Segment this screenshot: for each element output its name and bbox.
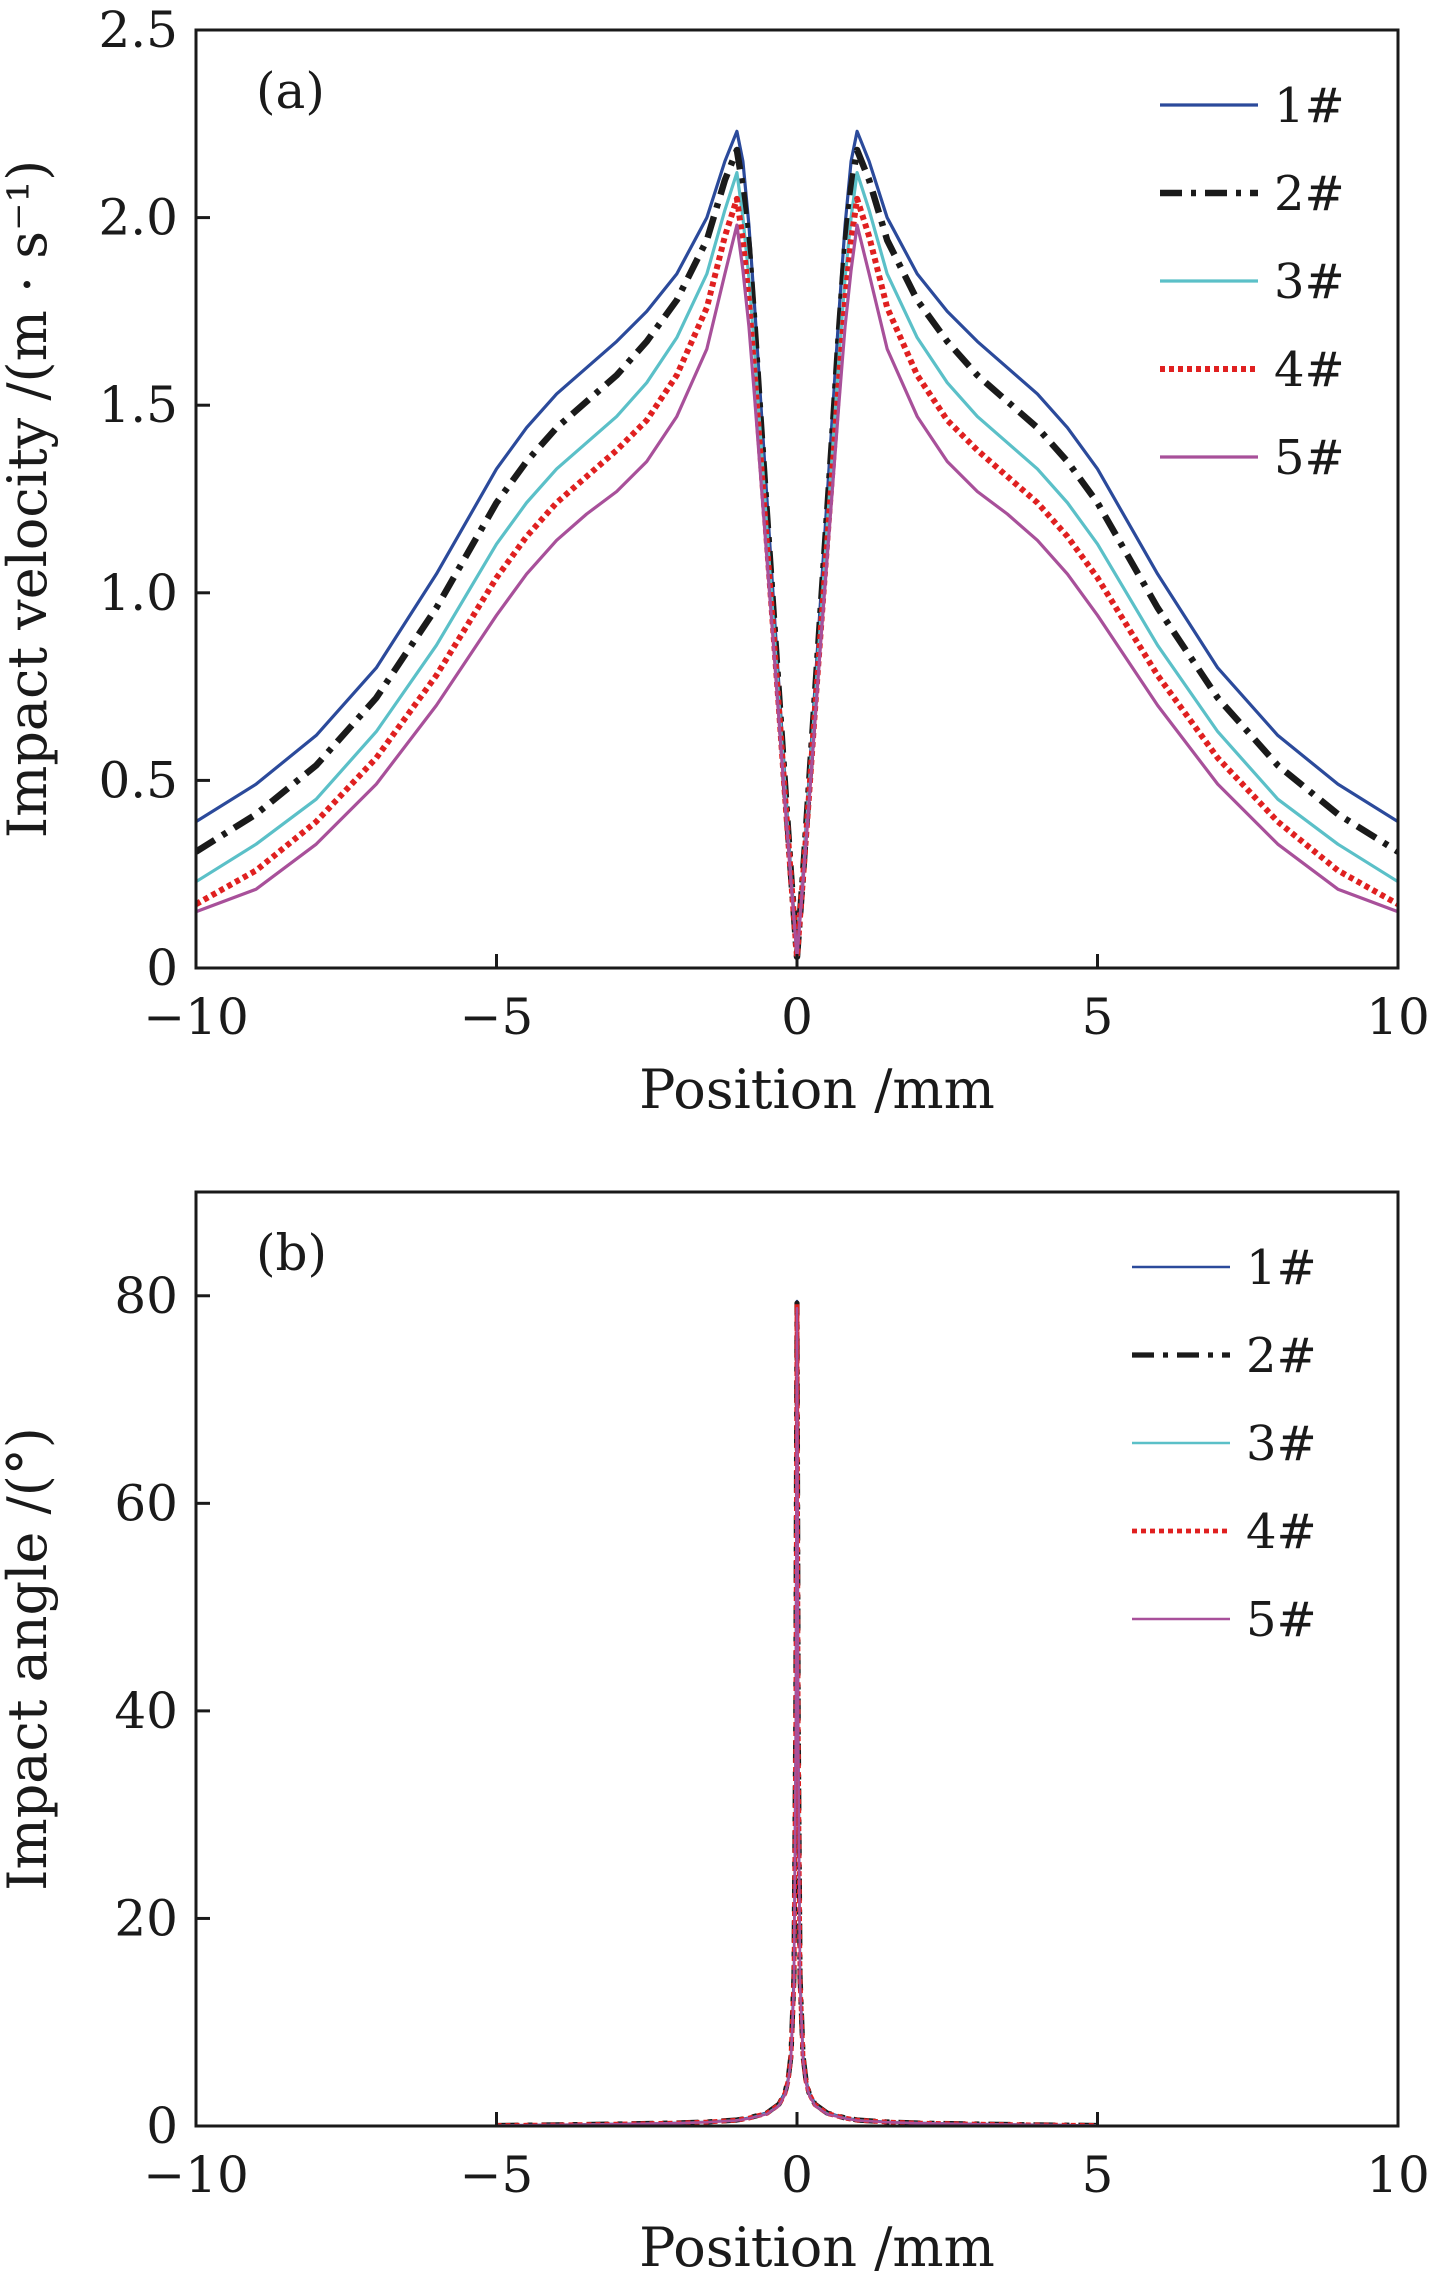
y-tick-label: 0 xyxy=(146,939,178,997)
series-line-3 xyxy=(196,170,1398,959)
y-tick-label: 0 xyxy=(146,2097,178,2155)
plot-frame xyxy=(194,28,1400,970)
series-line-4 xyxy=(196,195,1398,960)
y-tick-label: 20 xyxy=(114,1889,178,1947)
panel-label: (b) xyxy=(256,1224,327,1282)
y-tick-label: 60 xyxy=(114,1474,178,1532)
legend-label-5: 5# xyxy=(1274,430,1345,486)
legend-label-1: 1# xyxy=(1246,1240,1317,1296)
series-line-1 xyxy=(196,129,1398,959)
x-tick-label: 0 xyxy=(781,2146,813,2204)
x-tick-label: 10 xyxy=(1366,988,1430,1046)
legend-label-5: 5# xyxy=(1246,1592,1317,1648)
legend-label-3: 3# xyxy=(1246,1416,1317,1472)
legend-label-1: 1# xyxy=(1274,78,1345,134)
series-group xyxy=(496,1299,1098,2126)
y-axis-label: Impact velocity /(m · s⁻¹) xyxy=(0,160,59,838)
legend: 1# 2# 3# 4# 5# xyxy=(1132,1240,1317,1648)
y-tick-label: 80 xyxy=(114,1267,178,1325)
y-axis-label: Impact angle /(°) xyxy=(0,1427,59,1891)
x-tick-label: 10 xyxy=(1366,2146,1430,2204)
x-tick-label: 5 xyxy=(1082,988,1114,1046)
x-axis-label: Position /mm xyxy=(639,2216,995,2272)
series-line-5 xyxy=(196,223,1398,959)
panel-label: (a) xyxy=(256,62,325,120)
x-tick-label: 5 xyxy=(1082,2146,1114,2204)
y-tick-label: 1.5 xyxy=(98,376,178,434)
legend-label-2: 2# xyxy=(1274,166,1345,222)
y-tick-label: 0.5 xyxy=(98,751,178,809)
y-tick-label: 2.5 xyxy=(98,1,178,59)
series-line-5 xyxy=(496,1306,1098,2126)
chart-panel-a: −10 −5 0 5 10 0 0.5 1.0 1.5 2.0 2.5 Position /mm Imp… xyxy=(0,1,1430,1121)
legend-label-3: 3# xyxy=(1274,254,1345,310)
y-tick-label: 2.0 xyxy=(98,189,178,247)
series-group xyxy=(196,129,1398,960)
x-tick-label: −10 xyxy=(143,2146,249,2204)
series-line-2 xyxy=(196,146,1398,960)
y-tick-label: 40 xyxy=(114,1682,178,1740)
x-tick-label: −10 xyxy=(143,988,249,1046)
legend-label-2: 2# xyxy=(1246,1328,1317,1384)
x-tick-label: −5 xyxy=(460,2146,534,2204)
x-tick-label: −5 xyxy=(460,988,534,1046)
x-tick-label: 0 xyxy=(781,988,813,1046)
legend-label-4: 4# xyxy=(1274,342,1345,398)
legend-label-4: 4# xyxy=(1246,1504,1317,1560)
legend: 1# 2# 3# 4# 5# xyxy=(1160,78,1345,486)
chart-panel-b: −10 −5 0 5 10 0 20 40 60 80 Position /mm Impact ang… xyxy=(0,1190,1430,2272)
x-axis-label: Position /mm xyxy=(639,1058,995,1121)
y-tick-label: 1.0 xyxy=(98,564,178,622)
